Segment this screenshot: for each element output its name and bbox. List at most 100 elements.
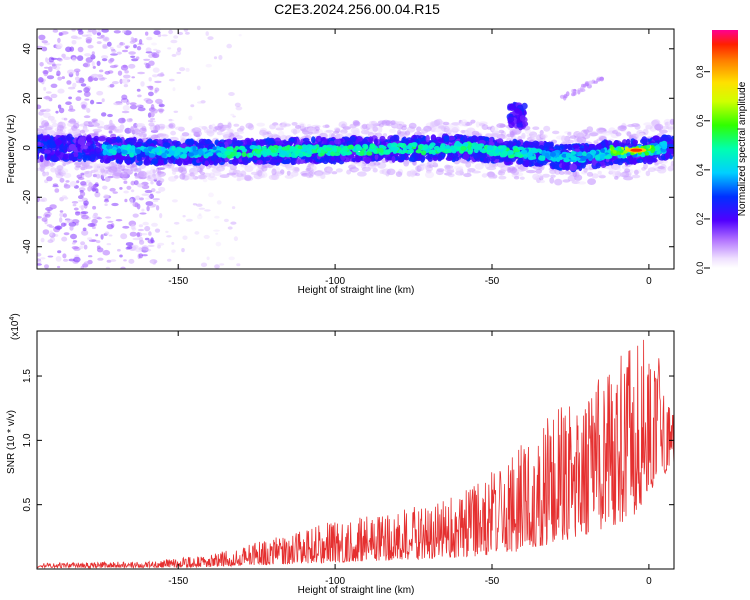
heatmap-cell — [218, 55, 223, 60]
heatmap-cell — [542, 173, 550, 178]
heatmap-cell — [92, 214, 97, 219]
heatmap-cell — [72, 128, 81, 135]
heatmap-cell — [256, 159, 264, 165]
heatmap-cell — [277, 145, 283, 150]
heatmap-cell — [315, 169, 325, 176]
heatmap-cell — [234, 102, 241, 108]
heatmap-cell — [148, 77, 152, 82]
heatmap-cell — [168, 29, 174, 35]
heatmap-cell — [195, 167, 201, 172]
heatmap-cell — [48, 142, 57, 149]
heatmap-cell — [44, 108, 51, 113]
heatmap-cell — [200, 100, 206, 104]
heatmap-cell — [41, 120, 49, 127]
heatmap-cell — [554, 178, 563, 186]
heatmap-cell — [584, 145, 589, 153]
heatmap-cell — [213, 56, 218, 60]
heatmap-cell — [150, 117, 156, 121]
heatmap-cell — [230, 221, 237, 225]
heatmap-cell — [589, 132, 599, 137]
heatmap-cell — [149, 205, 156, 208]
heatmap-cell — [277, 158, 283, 163]
heatmap-cell — [152, 67, 160, 73]
heatmap-cell — [135, 148, 142, 155]
heatmap-cell — [83, 261, 91, 265]
heatmap-cell — [61, 53, 66, 58]
heatmap-cell — [63, 196, 69, 200]
heatmap-cell — [248, 123, 253, 128]
heatmap-cell — [601, 140, 606, 148]
heatmap-cell — [176, 146, 182, 151]
heatmap-cell — [46, 129, 56, 136]
heatmap-cell — [87, 44, 94, 49]
heatmap-cell — [150, 165, 156, 171]
heatmap-cell — [144, 189, 153, 194]
heatmap-cell — [561, 135, 566, 143]
heatmap-cell — [654, 123, 664, 131]
heatmap-cell — [394, 134, 400, 142]
heatmap-cell — [72, 203, 77, 207]
heatmap-cell — [63, 258, 69, 262]
heatmap-cell — [63, 232, 70, 236]
heatmap-cell — [61, 31, 69, 35]
heatmap-cell — [50, 83, 58, 89]
heatmap-cell — [214, 215, 220, 219]
heatmap-cell — [96, 32, 101, 36]
heatmap-cell — [231, 206, 236, 210]
heatmap-cell — [112, 81, 119, 85]
heatmap-cell — [83, 91, 91, 97]
heatmap-cell — [74, 161, 82, 167]
heatmap-cell — [86, 108, 91, 113]
heatmap-cell — [284, 123, 291, 127]
heatmap-cell — [183, 29, 189, 32]
heatmap-cell — [63, 117, 68, 121]
heatmap-cell — [369, 143, 376, 149]
heatmap-cell — [526, 169, 536, 174]
heatmap-cell — [532, 173, 540, 181]
heatmap-cell — [234, 141, 240, 146]
heatmap-cell — [215, 232, 219, 235]
heatmap-cell — [306, 165, 312, 172]
heatmap-cell — [267, 132, 273, 139]
heatmap-cell — [37, 128, 44, 132]
heatmap-cell — [167, 157, 174, 164]
heatmap-cell — [115, 219, 123, 222]
heatmap-cell — [59, 177, 65, 183]
heatmap-cell — [83, 115, 91, 119]
heatmap-cell — [176, 47, 182, 52]
heatmap-cell — [408, 122, 417, 129]
heatmap-cell — [669, 118, 674, 125]
heatmap-cell — [297, 159, 306, 164]
heatmap-cell — [219, 263, 225, 266]
heatmap-cell — [84, 170, 93, 178]
heatmap-cell — [621, 157, 628, 163]
heatmap-cell — [37, 45, 44, 49]
heatmap-cell — [47, 255, 54, 258]
heatmap-cell — [214, 158, 221, 164]
heatmap-cell — [146, 205, 150, 212]
heatmap-cell — [60, 222, 66, 227]
heatmap-cell — [73, 122, 80, 129]
heatmap-cell — [92, 65, 96, 69]
heatmap-cell — [168, 123, 174, 128]
heatmap-cell — [400, 153, 406, 161]
heatmap-cell — [136, 88, 141, 92]
heatmap-cell — [50, 57, 58, 60]
heatmap-cell — [83, 62, 91, 68]
heatmap-cell — [496, 123, 506, 129]
heatmap-cell — [117, 70, 123, 76]
heatmap-cell — [54, 188, 60, 193]
heatmap-cell — [532, 140, 540, 147]
heatmap-cell — [182, 235, 188, 240]
heatmap-cell — [537, 174, 543, 178]
heatmap-cell — [129, 231, 137, 237]
heatmap-cell — [102, 150, 108, 156]
heatmap-cell — [81, 229, 89, 236]
heatmap-cell — [635, 133, 644, 138]
heatmap-cell — [563, 170, 572, 175]
heatmap-cell — [160, 72, 164, 77]
heatmap-cell — [84, 53, 92, 57]
heatmap-cell — [152, 200, 159, 203]
heatmap-cell — [572, 170, 578, 177]
heatmap-cell — [158, 186, 166, 192]
